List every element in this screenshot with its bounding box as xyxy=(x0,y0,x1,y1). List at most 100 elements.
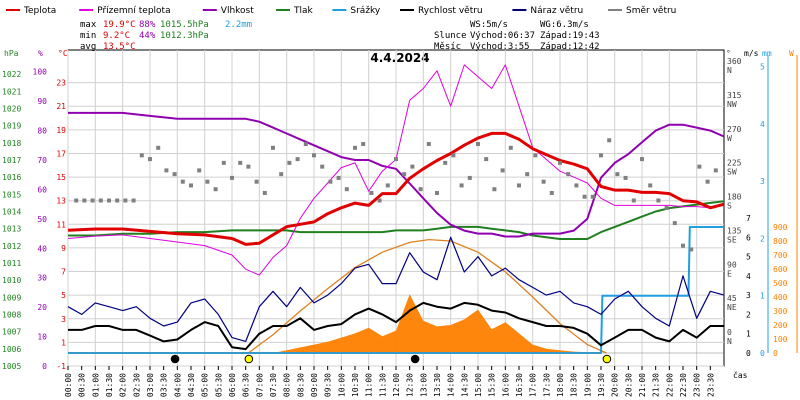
solar-axis-unit: W xyxy=(789,49,794,58)
solar-tick-label: 0 xyxy=(773,349,778,358)
x-tick-label: 23:00 xyxy=(693,373,702,397)
x-tick-label: 01:00 xyxy=(91,373,100,397)
wind-dir-point xyxy=(180,179,185,184)
wind-dir-point xyxy=(123,198,128,203)
humidity-axis-unit: % xyxy=(38,49,43,58)
ws-readout: WS:5m/s xyxy=(470,20,508,30)
wind-dir-point xyxy=(82,198,87,203)
wind-dir-tick-value: 180 xyxy=(727,193,742,202)
moonrise-readout: Východ:3:55 xyxy=(470,42,530,52)
x-tick-label: 06:00 xyxy=(228,373,237,397)
pressure-tick-label: 1014 xyxy=(2,208,21,217)
wind-dir-point xyxy=(590,194,595,199)
wind-dir-point xyxy=(328,179,333,184)
wind-dir-point xyxy=(558,160,562,165)
wind-dir-point xyxy=(467,175,472,180)
solar-tick-label: 600 xyxy=(773,265,788,274)
wind-dir-point xyxy=(705,179,710,184)
wind-dir-point xyxy=(443,160,448,165)
stats-block: max 19.9°C 88% 1015.5hPa 2.2mm min 9.2°C… xyxy=(80,20,252,52)
sunset-readout: Západ:19:43 xyxy=(540,31,600,41)
stats-max-hum: 88% xyxy=(139,20,156,30)
x-tick-label: 00:30 xyxy=(78,373,87,397)
rain-tick-label: 2 xyxy=(760,234,765,243)
humidity-tick-label: 20 xyxy=(37,303,47,312)
wind-dir-point xyxy=(90,198,95,203)
rain-line xyxy=(68,226,724,354)
x-tick-label: 07:30 xyxy=(269,373,278,397)
wind-dir-point xyxy=(107,198,111,203)
temperature-tick-label: 17 xyxy=(56,149,66,158)
wind-dir-point xyxy=(476,142,480,147)
wind-dir-point xyxy=(648,183,653,188)
wind-dir-tick-label: E xyxy=(727,269,732,278)
wind-dir-point xyxy=(623,175,628,180)
wind-speed-line xyxy=(68,301,724,351)
pressure-tick-label: 1010 xyxy=(2,276,21,285)
x-tick-label: 20:00 xyxy=(611,373,620,397)
pressure-line xyxy=(68,200,725,240)
pressure-tick-label: 1009 xyxy=(2,293,21,302)
x-tick-label: 09:30 xyxy=(324,373,333,397)
legend-label-7: Směr větru xyxy=(626,6,676,16)
x-tick-label: 12:30 xyxy=(406,373,415,397)
solar-tick-label: 800 xyxy=(773,237,788,246)
wind-dir-axis-unit: ° xyxy=(726,49,731,58)
temperature-tick-label: 9 xyxy=(61,244,66,253)
solar-area xyxy=(273,294,601,353)
x-tick-label: 21:30 xyxy=(652,373,661,397)
wind-dir-point xyxy=(418,187,423,192)
x-tick-label: 04:30 xyxy=(187,373,196,397)
pressure-tick-label: 1022 xyxy=(2,70,21,79)
legend-label-4: Srážky xyxy=(350,6,381,16)
pressure-tick-label: 1021 xyxy=(2,87,21,96)
wind-dir-point xyxy=(254,179,259,184)
x-tick-label: 14:00 xyxy=(447,373,456,397)
wind-dir-point xyxy=(336,175,341,180)
sunset-marker xyxy=(602,354,612,364)
pressure-tick-label: 1007 xyxy=(2,328,21,337)
wind-speed-tick-label: 1 xyxy=(746,330,751,339)
wind-dir-point xyxy=(517,183,521,188)
x-tick-label: 17:30 xyxy=(542,373,551,397)
wind-dir-point xyxy=(385,183,390,188)
wind-dir-point xyxy=(221,160,226,165)
wind-dir-point xyxy=(672,221,677,226)
wind-dir-point xyxy=(156,145,161,150)
stats-min-temp: 9.2°C xyxy=(103,31,130,41)
stats-avg-label: avg xyxy=(80,42,96,52)
solar-tick-label: 300 xyxy=(773,307,788,316)
wind-gust-line xyxy=(67,236,725,342)
solar-tick-label: 200 xyxy=(773,321,788,330)
pressure-tick-label: 1013 xyxy=(2,225,21,234)
wind-dir-tick-label: NE xyxy=(727,303,737,312)
temperature-tick-label: 21 xyxy=(56,102,66,111)
sun-curve-line xyxy=(248,238,607,354)
humidity-tick-label: 100 xyxy=(33,68,48,77)
stats-max-press: 1015.5hPa xyxy=(160,20,209,30)
x-tick-label: 04:00 xyxy=(173,373,182,397)
wind-dir-tick-label: S xyxy=(727,202,732,211)
x-tick-label: 22:00 xyxy=(665,373,674,397)
wind-dir-point xyxy=(533,153,538,158)
pressure-tick-label: 1012 xyxy=(2,242,21,251)
legend-label-5: Rychlost větru xyxy=(418,6,483,16)
wind-dir-tick-label: W xyxy=(727,134,732,143)
stats-min-hum: 44% xyxy=(139,31,156,41)
wind-speed-axis-unit: m/s xyxy=(744,49,759,58)
x-tick-label: 07:00 xyxy=(255,373,264,397)
rain-tick-label: 3 xyxy=(760,177,765,186)
stats-avg-temp: 13.5°C xyxy=(103,42,136,52)
wind-dir-point xyxy=(139,153,144,158)
wind-dir-point xyxy=(500,168,505,173)
rain-tick-label: 5 xyxy=(760,63,765,72)
wind-dir-point xyxy=(607,138,612,143)
humidity-tick-label: 70 xyxy=(37,156,47,165)
temperature-tick-label: 5 xyxy=(61,291,66,300)
solar-tick-label: 900 xyxy=(773,223,788,232)
ground-temperature-line xyxy=(67,64,725,276)
pressure-tick-label: 1015 xyxy=(2,190,21,199)
wind-dir-point xyxy=(394,157,398,162)
wind-dir-point xyxy=(426,142,431,147)
wind-dir-point xyxy=(353,145,357,150)
